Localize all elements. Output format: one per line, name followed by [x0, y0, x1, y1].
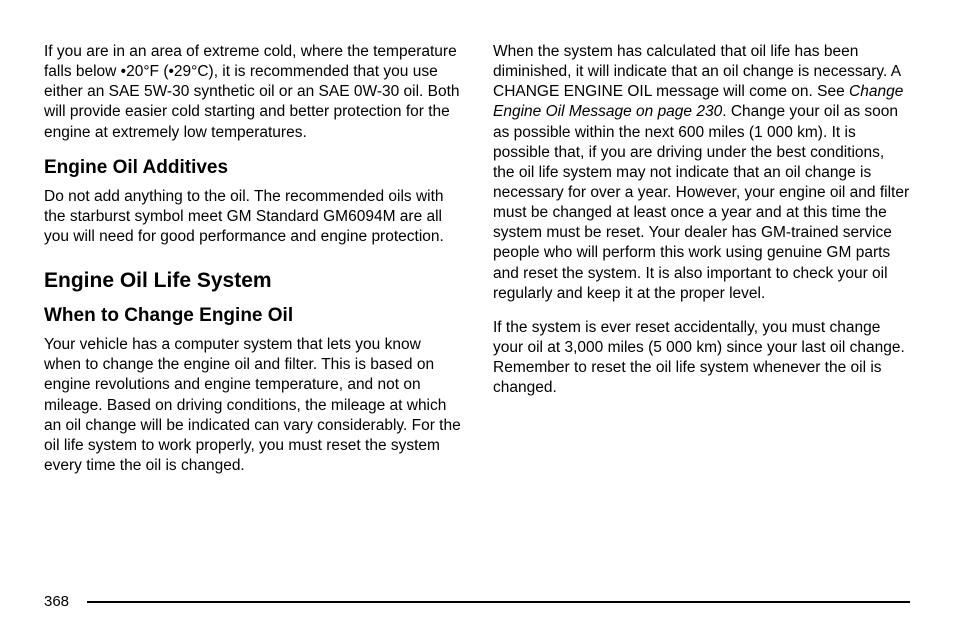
- page-number: 368: [44, 593, 69, 610]
- paragraph-text-b: . Change your oil as soon as possible wi…: [493, 103, 909, 301]
- page-content: If you are in an area of extreme cold, w…: [0, 0, 954, 490]
- oil-life-calc-paragraph: When the system has calculated that oil …: [493, 42, 910, 304]
- cold-weather-paragraph: If you are in an area of extreme cold, w…: [44, 42, 461, 143]
- paragraph-text-a: When the system has calculated that oil …: [493, 43, 900, 100]
- heading-oil-life-system: Engine Oil Life System: [44, 269, 461, 293]
- heading-when-to-change: When to Change Engine Oil: [44, 305, 461, 327]
- page-footer: 368: [44, 593, 910, 610]
- accidental-reset-paragraph: If the system is ever reset accidentally…: [493, 318, 910, 399]
- right-column: When the system has calculated that oil …: [493, 42, 910, 490]
- additives-paragraph: Do not add anything to the oil. The reco…: [44, 187, 461, 247]
- left-column: If you are in an area of extreme cold, w…: [44, 42, 461, 490]
- footer-rule: [87, 601, 910, 603]
- when-to-change-paragraph: Your vehicle has a computer system that …: [44, 335, 461, 476]
- heading-additives: Engine Oil Additives: [44, 157, 461, 179]
